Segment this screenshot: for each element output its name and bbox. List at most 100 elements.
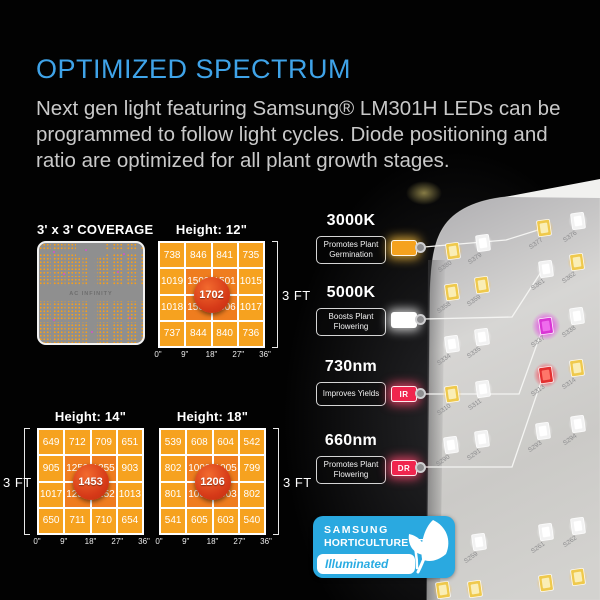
dr-led-icon: DR: [391, 460, 417, 476]
three-ft-label: 3 FT: [282, 288, 311, 303]
led-diode: [538, 365, 554, 385]
ppfd-cell: 1018: [160, 295, 185, 320]
ir-led-icon: IR: [391, 386, 417, 402]
ppfd-cell: 1019: [160, 269, 185, 294]
ppfd-cell: 654: [117, 508, 142, 533]
samsung-horticulture-badge: SAMSUNG HORTICULTURE LED Illuminated: [313, 516, 455, 578]
ppfd-cell: 608: [187, 430, 212, 455]
led-diode: [474, 429, 490, 449]
x-axis-ticks: 0" 9" 18" 27" 36": [154, 350, 271, 360]
ppfd-cell: 711: [65, 508, 90, 533]
axis-tick-label: 0": [33, 537, 41, 546]
ppfd-cell: 846: [186, 243, 211, 268]
ppfd-cell: 840: [212, 321, 237, 346]
ppfd-cell: 542: [239, 430, 264, 455]
axis-tick-label: 27": [232, 350, 245, 359]
ppfd-cell: 1017: [238, 295, 263, 320]
ppfd-cell: 802: [161, 456, 186, 481]
led-diode: [444, 334, 460, 354]
callout-heading: 730nm: [324, 358, 378, 375]
accent-diode-dot: [129, 317, 132, 320]
accent-diode-dot: [85, 249, 88, 252]
ppfd-cell: 844: [186, 321, 211, 346]
led-diode: [474, 327, 490, 347]
axis-tick-label: 36": [138, 537, 150, 546]
ppfd-cell: 737: [160, 321, 185, 346]
ppfd-cell: 649: [39, 430, 64, 455]
led-diode: [536, 218, 552, 238]
accent-diode-dot: [63, 273, 66, 276]
coverage-title: 3' x 3' COVERAGE: [37, 222, 154, 237]
ppfd-cell: 735: [238, 243, 263, 268]
ppfd-map-title: Height: 14": [54, 409, 127, 424]
led-diode: [538, 259, 554, 279]
led-diode: [443, 435, 459, 455]
led-diode: [538, 522, 554, 542]
callout-heading: 3000K: [326, 212, 376, 229]
ppfd-map-title: Height: 18": [176, 409, 249, 424]
coverage-panel: 3' x 3' COVERAGE AC INFINITY: [37, 222, 154, 345]
callout-heading: 5000K: [326, 284, 376, 301]
axis-tick-label: 9": [181, 350, 189, 359]
dimension-bracket: [24, 428, 30, 535]
led-diode: [475, 379, 491, 399]
x-axis-ticks: 0" 9" 18" 27" 36": [33, 537, 150, 547]
accent-diode-dot: [91, 331, 94, 334]
axis-tick-label: 27": [111, 537, 124, 546]
ppfd-cell: 738: [160, 243, 185, 268]
callout-description: Improves Yields: [316, 382, 386, 406]
axis-tick-label: 0": [154, 350, 162, 359]
ppfd-cell: 799: [239, 456, 264, 481]
x-axis-ticks: 0" 9" 18" 27" 36": [155, 537, 272, 547]
axis-tick-label: 18": [205, 350, 218, 359]
ppfd-cell: 603: [213, 508, 238, 533]
axis-tick-label: 36": [259, 350, 271, 359]
badge-brand: SAMSUNG: [324, 524, 389, 536]
ppfd-grid: 5396086045428021008100579980110061003802…: [159, 428, 266, 535]
led-diode: [435, 580, 451, 600]
dimension-bracket: [272, 241, 278, 348]
led-diode: [570, 516, 586, 536]
ppfd-cell: 651: [117, 430, 142, 455]
accent-diode-dot: [53, 319, 56, 322]
ppfd-cell: 841: [212, 243, 237, 268]
led-diode: [444, 282, 460, 302]
callout-description: Boosts Plant Flowering: [316, 308, 386, 336]
ppfd-cell: 802: [239, 482, 264, 507]
ppfd-cell: 736: [238, 321, 263, 346]
ppfd-cell: 709: [91, 430, 116, 455]
led-diode: [467, 579, 483, 599]
ppfd-cell: 903: [117, 456, 142, 481]
callout-description: Promotes Plant Germination: [316, 236, 386, 264]
connector-dot-icon: [415, 242, 426, 253]
coverage-driver-notch: [76, 243, 106, 256]
ppfd-cell: 905: [39, 456, 64, 481]
ppfd-cell: 605: [187, 508, 212, 533]
ppfd-cell: 801: [161, 482, 186, 507]
led-diode: [570, 414, 586, 434]
ppfd-cell: 650: [39, 508, 64, 533]
ppfd-cell: 540: [239, 508, 264, 533]
led-diode: [569, 306, 585, 326]
callout-description: Promotes Plant Flowering: [316, 456, 386, 484]
led-diode: [471, 532, 487, 552]
connector-dot-icon: [415, 462, 426, 473]
badge-strip: Illuminated: [317, 554, 415, 574]
ppfd-cell: 712: [65, 430, 90, 455]
light-leak: [406, 181, 442, 205]
ppfd-grid: 6497127096519051259125590310171255125210…: [37, 428, 144, 535]
led-diode: [570, 567, 586, 587]
page-title: OPTIMIZED SPECTRUM: [36, 54, 352, 84]
ppfd-cell: 1015: [238, 269, 263, 294]
led-diode: [569, 252, 585, 272]
dimension-bracket: [273, 428, 279, 535]
axis-tick-label: 18": [206, 537, 219, 546]
ppfd-grid: 7388468417351019150315011015101815041506…: [158, 241, 265, 348]
axis-tick-label: 9": [182, 537, 190, 546]
ppfd-peak-value: 1453: [72, 463, 109, 500]
led-diode: [569, 358, 585, 378]
callout-line-660nm: [424, 378, 543, 468]
white-led-icon: [391, 312, 417, 328]
amber-led-icon: [391, 240, 417, 256]
